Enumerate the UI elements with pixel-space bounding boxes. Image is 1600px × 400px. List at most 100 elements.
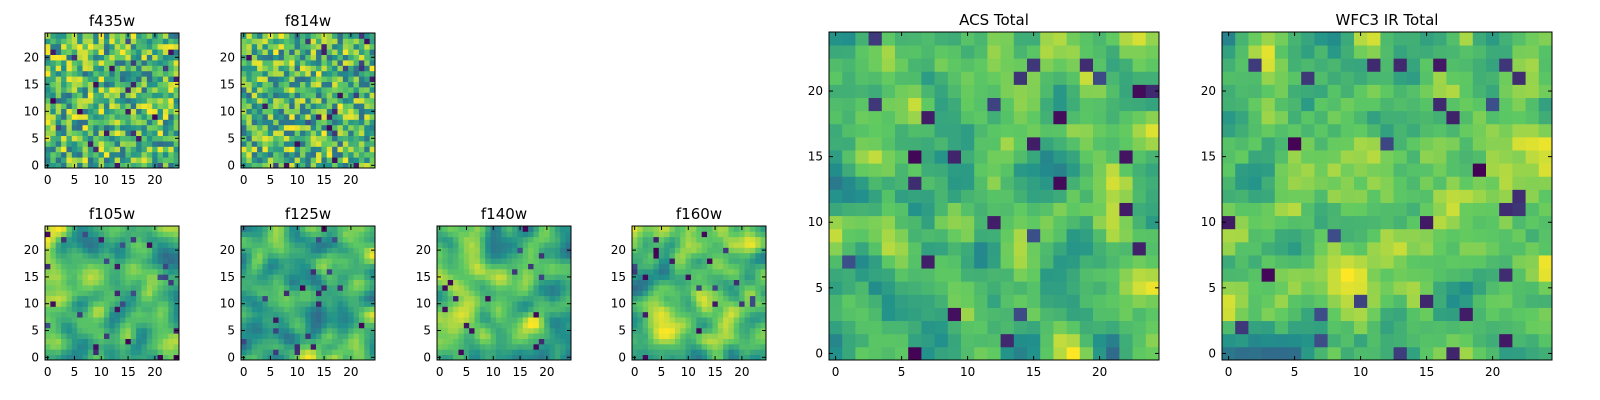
heatmap-cell [1106,228,1120,243]
heatmap-cell [55,252,62,259]
heatmap-cell [342,130,349,136]
heatmap-cell [560,295,567,302]
heatmap-cell [522,226,529,232]
heatmap-cell [173,343,180,350]
heatmap-cell [283,130,290,136]
heatmap-cell [829,333,843,348]
heatmap-cell [728,349,735,356]
heatmap-cell [353,151,360,158]
heatmap-cell [141,274,148,280]
heatmap-cell [908,97,922,112]
heatmap-cell [1327,281,1342,295]
heatmap-cell [544,274,550,280]
heatmap-cell [353,65,360,72]
heatmap-cell [522,295,529,302]
heatmap-cell [974,307,988,322]
heatmap-cell [283,354,290,361]
heatmap-cell [353,242,360,248]
heatmap-cell [125,54,132,61]
heatmap-cell [1393,176,1408,190]
heatmap-cell [632,290,638,297]
heatmap-cell [87,349,94,356]
heatmap-cell [458,274,465,280]
x-tick-label: 15 [707,365,722,379]
heatmap-cell [565,290,572,297]
heatmap-cell [664,268,670,275]
heatmap-cell [173,151,180,158]
heatmap-cell [474,263,481,270]
y-tick-label: 5 [31,131,39,145]
heatmap-cell [45,97,51,104]
heatmap-cell [321,349,328,356]
heatmap-cell [120,65,126,72]
heatmap-cell [50,65,57,72]
heatmap-cell [908,255,922,269]
heatmap-cell [1393,189,1408,203]
heatmap-cell [289,119,295,126]
heatmap-cell [1145,97,1160,112]
heatmap-cell [326,274,333,280]
heatmap-cell [947,307,962,322]
heatmap-cell [485,242,491,248]
heatmap-cell [130,327,137,334]
heatmap-cell [1222,281,1236,295]
heatmap-cell [1132,176,1147,190]
heatmap-cell [257,343,263,350]
heatmap-cell [114,114,121,120]
heatmap-cell [696,354,703,361]
heatmap-cell [728,268,735,275]
heatmap-cell [947,32,962,46]
heatmap-cell [648,343,654,350]
heatmap-cell [305,124,312,131]
heatmap-cell [506,338,513,345]
heatmap-cell [348,263,354,270]
heatmap-cell [246,97,253,104]
heatmap-cell [1248,163,1262,177]
heatmap-cell [485,226,491,232]
heatmap-cell [1367,294,1381,308]
heatmap-cell [267,141,274,147]
heatmap-cell [1327,176,1342,190]
heatmap-cell [685,290,692,297]
heatmap-cell [674,247,681,254]
heatmap-cell [141,119,148,126]
heatmap-cell [829,97,843,112]
heatmap-cell [358,87,365,93]
heatmap-cell [50,157,57,163]
x-tick-label: 20 [539,365,554,379]
heatmap-cell [332,43,338,50]
heatmap-cell [485,322,491,329]
heatmap-cell [114,242,121,248]
heatmap-cell [453,295,459,302]
heatmap-cell [369,263,376,270]
heatmap-cell [241,349,247,356]
heatmap-cell [554,279,561,286]
heatmap-cell [130,146,137,153]
heatmap-cell [565,306,572,313]
heatmap-cell [1472,202,1487,217]
heatmap-cell [358,274,365,280]
heatmap-cell [283,279,290,286]
heatmap-cell [332,284,338,291]
heatmap-cell [1119,163,1133,177]
heatmap-cell [358,226,365,232]
heatmap-cell [1459,294,1474,308]
heatmap-cell [246,87,253,93]
heatmap-cell [934,97,949,112]
heatmap-cell [61,146,67,153]
heatmap-cell [136,306,142,313]
heatmap-cell [463,327,470,334]
heatmap-cell [125,236,132,243]
heatmap-cell [664,263,670,270]
heatmap-cell [50,146,57,153]
heatmap-cell [305,76,312,82]
heatmap-cell [93,349,99,356]
heatmap-cell [934,189,949,203]
heatmap-cell [162,317,169,323]
heatmap-cell [1472,176,1487,190]
heatmap-cell [241,43,247,50]
heatmap-cell [501,349,508,356]
heatmap-cell [310,279,317,286]
heatmap-cell [98,108,105,115]
heatmap-cell [1301,163,1315,177]
